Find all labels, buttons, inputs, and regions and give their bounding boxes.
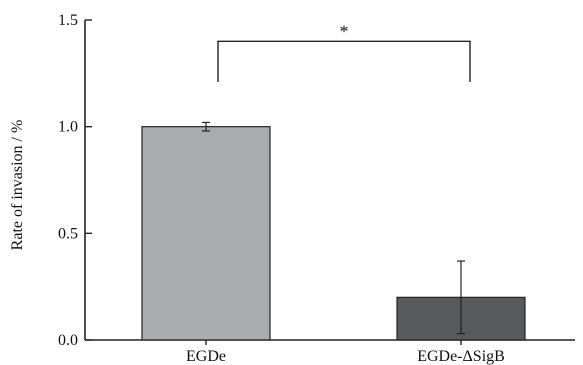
x-tick-label: EGDe xyxy=(186,348,226,365)
y-axis-title: Rate of invasion / % xyxy=(9,120,26,251)
y-tick-label: 1.5 xyxy=(58,12,78,29)
y-ticks: 0.0 0.5 1.0 1.5 xyxy=(58,12,92,349)
x-tick-label: EGDe-ΔSigB xyxy=(417,348,505,365)
bar-egde xyxy=(141,126,271,341)
y-tick-label: 0.0 xyxy=(58,332,78,349)
y-tick-label: 1.0 xyxy=(58,119,78,136)
x-ticks: EGDe EGDe-ΔSigB xyxy=(186,340,505,365)
significance-annotation: * xyxy=(217,21,471,82)
significance-star: * xyxy=(340,21,349,41)
significance-bracket xyxy=(217,40,471,82)
y-tick-label: 0.5 xyxy=(58,225,78,242)
bars xyxy=(141,126,526,341)
error-bars xyxy=(202,121,465,335)
